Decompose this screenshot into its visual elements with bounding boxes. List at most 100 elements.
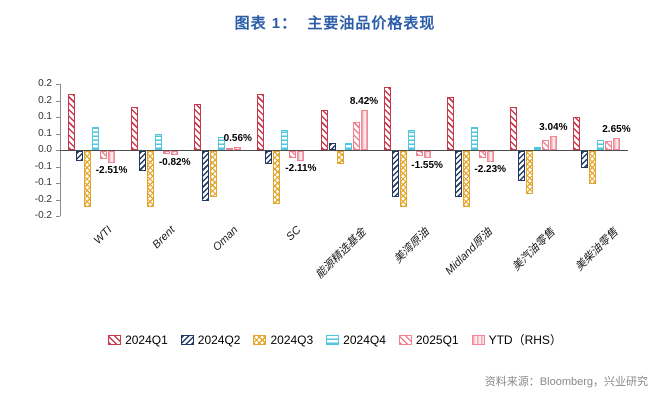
legend-swatch [398, 334, 412, 345]
bar-2024Q1 [68, 93, 76, 150]
x-axis-label: Oman [210, 224, 241, 254]
bar-2024Q3 [210, 151, 218, 198]
bar-value-label: 0.56% [223, 133, 252, 145]
legend-swatch [108, 334, 122, 345]
bar-2025Q1 [415, 151, 423, 157]
y-axis-tick-label: -0.1 [34, 160, 52, 172]
bar-2024Q4 [155, 133, 163, 150]
legend-swatch [253, 334, 267, 345]
bar-2024Q3 [84, 151, 92, 208]
bar-2024Q2 [139, 151, 147, 171]
bar-2024Q3 [462, 151, 470, 208]
legend-item-2025Q1: 2025Q1 [398, 333, 459, 347]
bar-2025Q1 [604, 141, 612, 150]
bar-ytd [171, 151, 179, 155]
bar-2024Q4 [533, 146, 541, 150]
bar-ytd [360, 110, 368, 150]
bar-value-label: 8.42% [349, 96, 379, 108]
bar-2024Q4 [470, 126, 478, 150]
bar-2024Q2 [580, 151, 588, 168]
bar-2025Q1 [163, 151, 171, 154]
bar-2024Q4 [344, 143, 352, 150]
x-axis-label: WTI [91, 224, 115, 247]
x-axis-label: SC [284, 224, 304, 244]
y-axis-tick [56, 84, 60, 85]
chart-title: 图表 1： 主要油品价格表现 [234, 15, 436, 32]
bar-value-label: 2.65% [602, 123, 631, 135]
bar-2024Q4 [281, 130, 289, 150]
bar-value-label: -2.51% [95, 164, 128, 176]
x-axis-label: 美汽油零售 [510, 226, 558, 274]
source-note: 资料来源：Bloomberg，兴业研究 [484, 376, 648, 388]
bar-2024Q2 [202, 151, 210, 201]
y-axis-tick [56, 133, 60, 135]
bar-2025Q1 [541, 140, 549, 150]
bar-2024Q2 [265, 151, 273, 165]
y-axis-tick-label: 0.2 [38, 94, 52, 106]
bar-2024Q1 [131, 107, 139, 150]
bar-value-label: 3.04% [539, 121, 568, 133]
legend-label: YTD（RHS） [488, 333, 562, 347]
plot-area: 0.2 0.2 0.1 0.1 0.0 -0.1 -0.1 -0.2 -0.2 -2.51% WTI… [35, 78, 631, 281]
y-axis-tick-label: 0.1 [38, 127, 52, 139]
legend-swatch [180, 334, 194, 345]
bar-2024Q1 [446, 97, 454, 150]
bar-2024Q3 [525, 151, 533, 194]
bar-2024Q1 [572, 117, 580, 150]
x-axis-label: 能源精选基金 [313, 226, 369, 282]
bar-ytd [234, 147, 242, 150]
bar-2025Q1 [100, 151, 108, 160]
y-axis-tick-label: -0.1 [34, 177, 52, 188]
bar-2024Q2 [391, 151, 399, 198]
bar-2024Q4 [92, 126, 100, 150]
bar-ytd [612, 137, 620, 150]
y-axis-tick-label: 0.1 [38, 111, 52, 122]
y-axis-tick [56, 166, 60, 168]
y-axis-tick [56, 216, 60, 217]
bar-2024Q4 [407, 130, 415, 150]
x-axis-label: Midland原油 [443, 226, 495, 278]
bar-2024Q1 [194, 103, 202, 150]
legend-label: 2024Q3 [270, 332, 314, 347]
y-axis-tick-label: 0.2 [38, 78, 52, 89]
bar-2024Q4 [596, 140, 604, 150]
y-axis-tick [56, 183, 60, 184]
bar-2024Q2 [517, 151, 525, 181]
y-axis-tick-label: -0.2 [34, 193, 52, 205]
bar-2024Q1 [320, 110, 328, 150]
bar-value-label: -2.23% [474, 163, 507, 175]
bar-2024Q2 [76, 151, 84, 161]
bar-2025Q1 [289, 151, 297, 158]
bar-2024Q3 [273, 151, 281, 204]
legend-label: 2024Q2 [197, 332, 241, 347]
legend-item-YTD（RHS）: YTD（RHS） [471, 331, 562, 348]
bar-2024Q3 [336, 151, 344, 165]
legend-label: 2024Q1 [125, 332, 168, 347]
bar-2024Q3 [399, 151, 407, 208]
x-axis-zero-line [60, 150, 628, 151]
legend-item-2024Q1: 2024Q1 [108, 333, 168, 347]
legend-item-2024Q3: 2024Q3 [253, 333, 313, 347]
legend-swatch [326, 334, 340, 345]
bar-2024Q1 [509, 107, 517, 150]
bar-value-label: -1.55% [411, 160, 443, 172]
bar-2024Q3 [588, 151, 596, 184]
bar-2024Q2 [454, 151, 462, 198]
legend-swatch [471, 334, 485, 345]
y-axis-tick [56, 199, 60, 201]
x-axis-label: 美湾原油 [392, 226, 432, 266]
y-axis-tick [56, 150, 60, 151]
bar-ytd [486, 151, 494, 162]
legend-item-2024Q2: 2024Q2 [180, 332, 241, 347]
legend-item-2024Q4: 2024Q4 [326, 333, 386, 347]
bar-value-label: -0.82% [158, 156, 191, 168]
bar-ytd [108, 151, 116, 163]
bar-ytd [297, 151, 305, 161]
x-axis-label: Brent [150, 224, 178, 252]
bar-2025Q1 [352, 122, 360, 150]
bar-2024Q4 [218, 136, 226, 150]
bar-2025Q1 [478, 151, 486, 159]
bar-2024Q3 [147, 151, 155, 208]
bar-2024Q2 [328, 143, 336, 150]
